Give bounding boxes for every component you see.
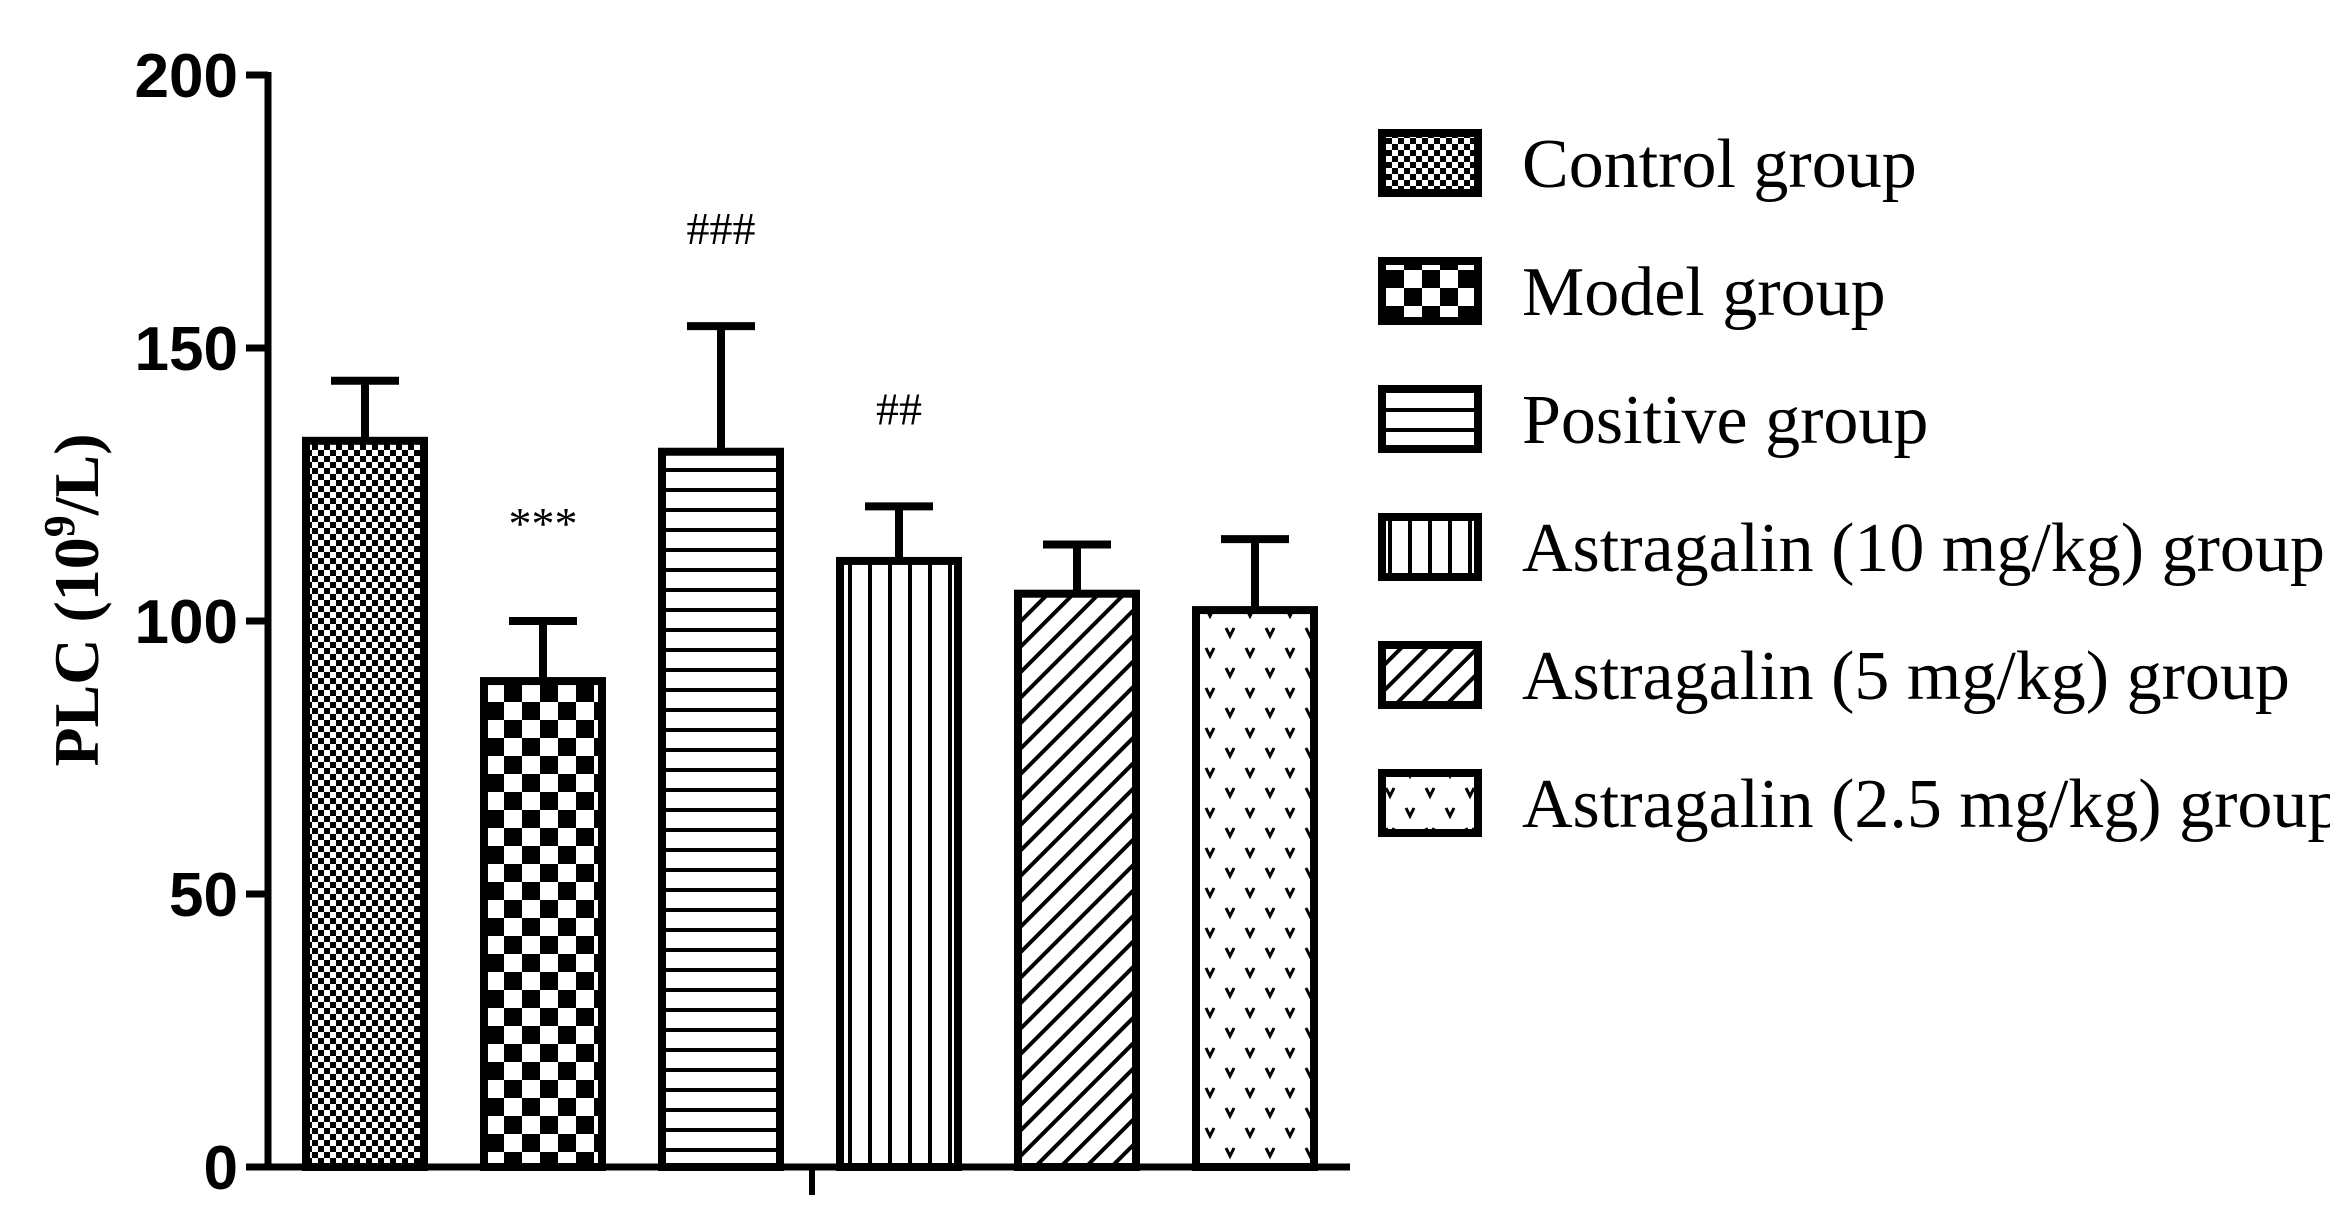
- bar: [658, 447, 784, 1171]
- y-tick-label: 0: [204, 1134, 238, 1203]
- legend-label: Astragalin (2.5 mg/kg) group: [1522, 766, 2330, 843]
- legend-swatch: [1378, 385, 1482, 453]
- y-tick-label: 200: [135, 42, 238, 111]
- bar-group: [1192, 535, 1318, 1171]
- bar: [302, 436, 428, 1171]
- legend-item: Astragalin (5 mg/kg) group: [1378, 638, 2290, 715]
- bar: [1014, 589, 1140, 1171]
- x-axis: [265, 1163, 1350, 1195]
- bars: ***#####: [302, 203, 1318, 1171]
- bar-group: ###: [658, 203, 784, 1171]
- y-tick-label: 150: [135, 315, 238, 384]
- legend-item: Astragalin (10 mg/kg) group: [1378, 510, 2325, 587]
- y-axis-label-prefix: PLC (10: [41, 537, 112, 766]
- legend-swatch: [1378, 129, 1482, 197]
- legend-item: Astragalin (2.5 mg/kg) group: [1378, 766, 2330, 843]
- bar-group: [302, 376, 428, 1171]
- legend-label: Model group: [1522, 254, 1886, 331]
- legend-swatch: [1378, 513, 1482, 581]
- legend-item: Control group: [1378, 126, 1917, 203]
- y-tick-label: 100: [135, 588, 238, 657]
- bar-group: [1014, 540, 1140, 1171]
- legend: Control group Model group Positive group As…: [1378, 126, 2330, 843]
- y-axis-label: PLC (109/L): [35, 433, 112, 766]
- bar: [836, 556, 962, 1171]
- y-axis-label-superscript: 9: [35, 515, 84, 537]
- bar: [480, 677, 606, 1171]
- legend-item: Model group: [1378, 254, 1886, 331]
- legend-label: Control group: [1522, 126, 1917, 203]
- significance-label: ***: [509, 498, 578, 549]
- significance-label: ##: [876, 383, 922, 434]
- bar: [1192, 606, 1318, 1171]
- bar-group: ##: [836, 383, 962, 1171]
- y-tick-label: 50: [169, 861, 238, 930]
- y-axis: 0 50 100 150 200: [135, 42, 272, 1203]
- legend-label: Astragalin (5 mg/kg) group: [1522, 638, 2290, 715]
- significance-label: ###: [687, 203, 756, 254]
- legend-item: Positive group: [1378, 382, 1928, 459]
- bar-group: ***: [480, 498, 606, 1171]
- legend-label: Astragalin (10 mg/kg) group: [1522, 510, 2325, 587]
- legend-swatch: [1378, 257, 1482, 325]
- legend-label: Positive group: [1522, 382, 1928, 459]
- legend-swatch: [1378, 641, 1482, 709]
- legend-swatch: [1378, 769, 1482, 837]
- y-axis-label-suffix: /L): [41, 433, 112, 516]
